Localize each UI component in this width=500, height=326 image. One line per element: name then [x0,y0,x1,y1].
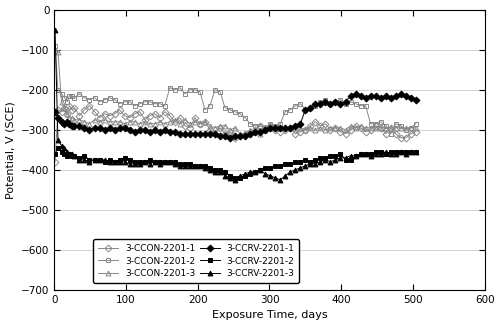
Legend: 3-CCON-2201-1, 3-CCON-2201-2, 3-CCON-2201-3, 3-CCRV-2201-1, 3-CCRV-2201-2, 3-CCR: 3-CCON-2201-1, 3-CCON-2201-2, 3-CCON-220… [94,240,299,283]
X-axis label: Exposure Time, days: Exposure Time, days [212,310,328,320]
Y-axis label: Potential, V (SCE): Potential, V (SCE) [6,101,16,199]
